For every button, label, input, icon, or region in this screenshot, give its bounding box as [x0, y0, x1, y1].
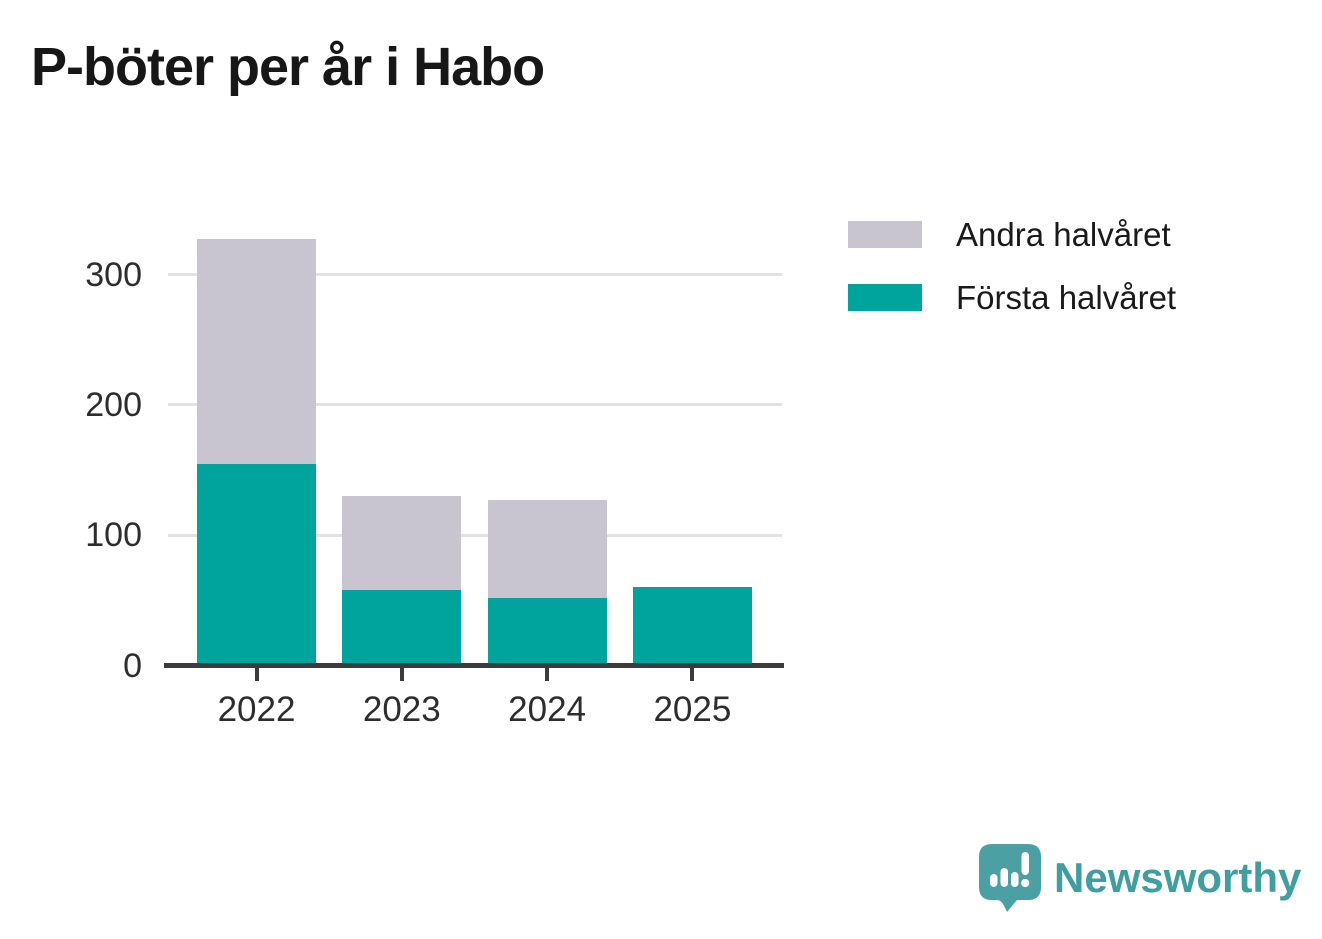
bar-segment-2025-första-halvåret: [632, 587, 752, 666]
x-tick-label-2025: 2025: [653, 690, 732, 729]
bar-segment-2024-andra-halvåret: [487, 500, 607, 598]
y-tick-label-200: 200: [85, 385, 142, 424]
x-tick-label-2023: 2023: [362, 690, 441, 729]
x-tick-2022: [254, 667, 259, 681]
y-tick-label-100: 100: [85, 516, 142, 555]
gridline-300: [168, 273, 782, 277]
bar-segment-2023-första-halvåret: [342, 589, 462, 666]
bar-segment-2022-första-halvåret: [197, 463, 316, 666]
gridline-100: [168, 533, 782, 537]
x-axis-line: [164, 663, 784, 668]
x-tick-label-2022: 2022: [217, 690, 296, 729]
x-tick-label-2024: 2024: [508, 690, 587, 729]
x-tick-2024: [545, 667, 550, 681]
legend-item-andra-halvaret: Andra halvåret: [848, 218, 1176, 251]
bar-segment-2023-andra-halvåret: [342, 496, 462, 590]
legend-label-andra-halvaret: Andra halvåret: [956, 216, 1171, 253]
x-tick-2025: [690, 667, 695, 681]
brand-wordmark: Newsworthy: [1054, 854, 1302, 901]
gridline-200: [168, 403, 782, 407]
legend-swatch-andra-halvaret: [848, 221, 922, 248]
y-tick-label-300: 300: [85, 255, 142, 294]
legend: Andra halvåret Första halvåret: [848, 218, 1176, 344]
bar-segment-2024-första-halvåret: [487, 597, 607, 666]
y-tick-label-0: 0: [123, 646, 142, 685]
newsworthy-speech-bubble-chart-icon: [979, 844, 1041, 912]
chart-title: P-böter per år i Habo: [31, 37, 545, 97]
branding: Newsworthy: [978, 843, 1301, 913]
legend-swatch-forsta-halvaret: [848, 284, 922, 311]
legend-label-forsta-halvaret: Första halvåret: [956, 279, 1177, 316]
legend-item-forsta-halvaret: Första halvåret: [848, 281, 1176, 314]
x-tick-2023: [399, 667, 404, 681]
bar-segment-2022-andra-halvåret: [197, 239, 316, 464]
